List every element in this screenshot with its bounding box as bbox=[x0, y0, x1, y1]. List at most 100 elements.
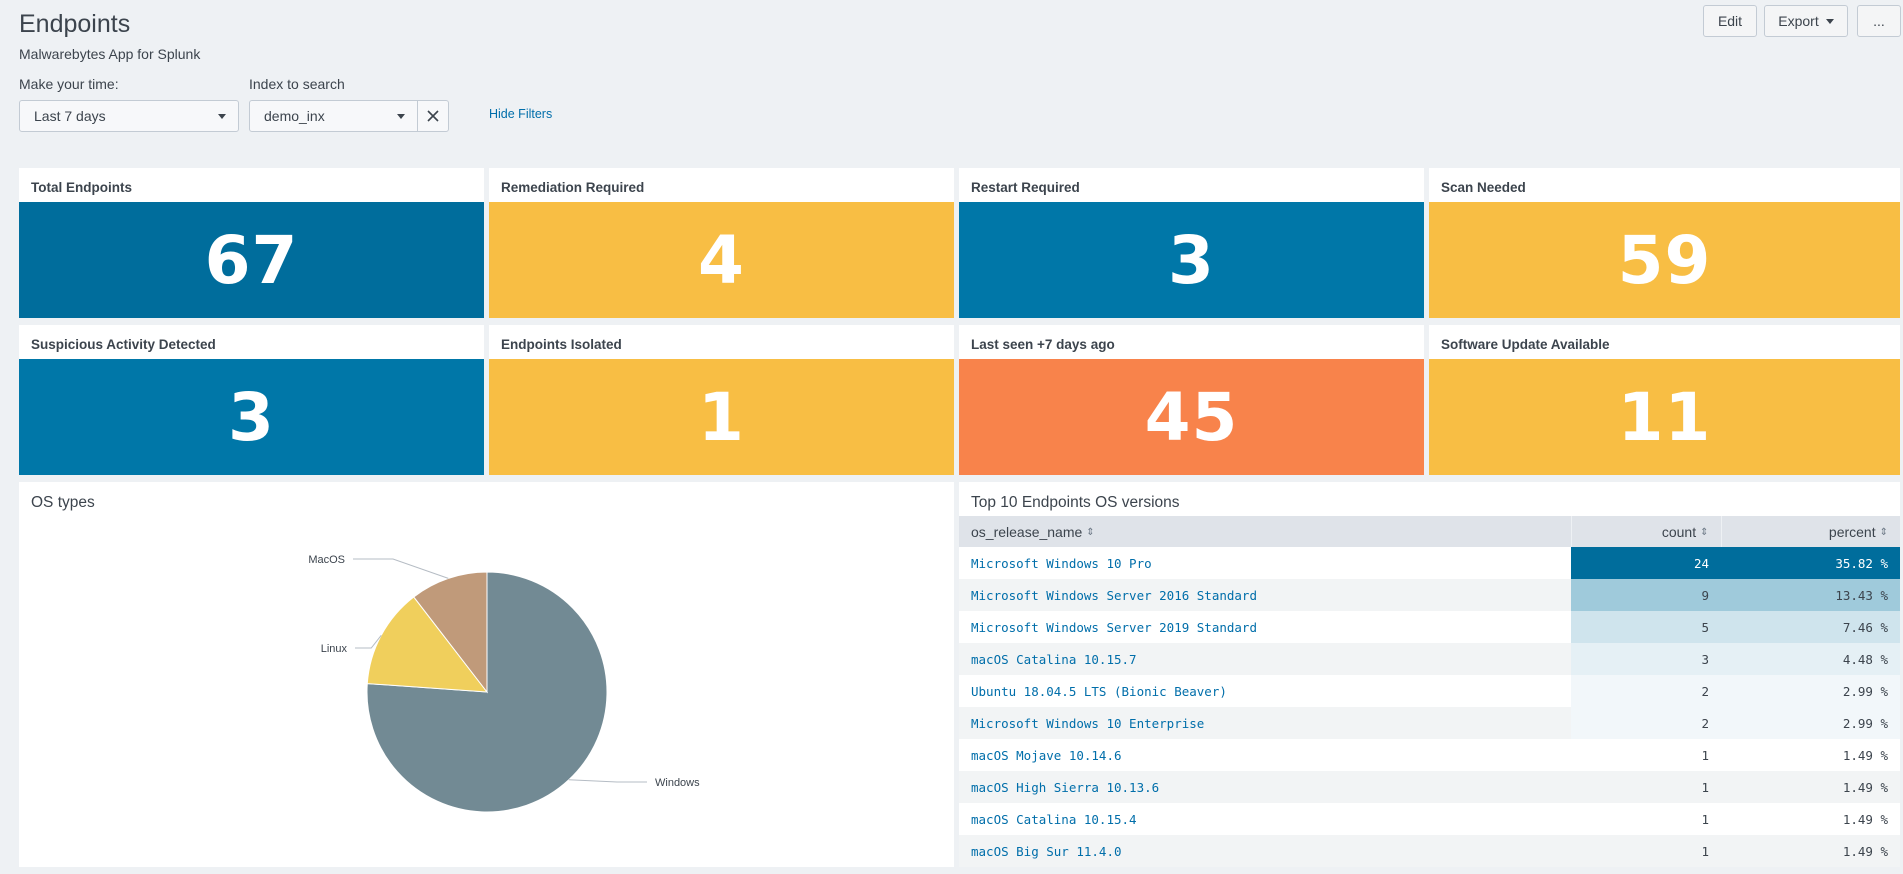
count-cell: 1 bbox=[1571, 835, 1721, 867]
os-types-pie-chart: Windows Linux MacOS bbox=[308, 554, 700, 813]
panel-remediation-required: Remediation Required 4 bbox=[489, 168, 954, 318]
single-value: 11 bbox=[1429, 359, 1900, 475]
table-row[interactable]: macOS Big Sur 11.4.0 1 1.49 % bbox=[959, 835, 1900, 867]
time-picker-label: Make your time: bbox=[19, 76, 119, 92]
index-label: Index to search bbox=[249, 76, 345, 92]
panel-total-endpoints: Total Endpoints 67 bbox=[19, 168, 484, 318]
os-release-name-cell[interactable]: macOS Catalina 10.15.4 bbox=[959, 803, 1571, 835]
count-cell: 3 bbox=[1571, 643, 1721, 675]
percent-cell: 2.99 % bbox=[1721, 675, 1900, 707]
pie-label-macos: MacOS bbox=[308, 554, 345, 566]
os-versions-table: os_release_name ⇕ count ⇕ percent ⇕ Microso… bbox=[959, 516, 1900, 867]
single-value: 4 bbox=[489, 202, 954, 318]
os-release-name-cell[interactable]: Microsoft Windows 10 Enterprise bbox=[959, 707, 1571, 739]
percent-cell: 4.48 % bbox=[1721, 643, 1900, 675]
index-value: demo_inx bbox=[264, 108, 325, 124]
percent-cell: 2.99 % bbox=[1721, 707, 1900, 739]
pie-leader-line bbox=[353, 558, 449, 579]
count-cell: 9 bbox=[1571, 579, 1721, 611]
table-row[interactable]: Microsoft Windows Server 2019 Standard 5 7… bbox=[959, 611, 1900, 643]
table-row[interactable]: macOS High Sierra 10.13.6 1 1.49 % bbox=[959, 771, 1900, 803]
count-cell: 1 bbox=[1571, 739, 1721, 771]
export-button-label: Export bbox=[1778, 13, 1819, 29]
table-row[interactable]: macOS Catalina 10.15.7 3 4.48 % bbox=[959, 643, 1900, 675]
panel-title: Software Update Available bbox=[1441, 337, 1610, 352]
percent-cell: 1.49 % bbox=[1721, 835, 1900, 867]
edit-button[interactable]: Edit bbox=[1703, 5, 1757, 37]
chevron-down-icon bbox=[397, 114, 405, 119]
panel-title: OS types bbox=[31, 494, 95, 511]
os-release-name-cell[interactable]: macOS Catalina 10.15.7 bbox=[959, 643, 1571, 675]
percent-cell: 1.49 % bbox=[1721, 803, 1900, 835]
count-cell: 5 bbox=[1571, 611, 1721, 643]
more-actions-button[interactable]: ... bbox=[1857, 5, 1901, 37]
clear-index-button[interactable] bbox=[417, 100, 449, 132]
time-picker-value: Last 7 days bbox=[34, 108, 106, 124]
sort-icon: ⇕ bbox=[1700, 527, 1709, 539]
panel-scan-needed: Scan Needed 59 bbox=[1429, 168, 1900, 318]
more-actions-label: ... bbox=[1873, 13, 1885, 29]
panel-last-seen: Last seen +7 days ago 45 bbox=[959, 325, 1424, 475]
table-row[interactable]: Microsoft Windows 10 Enterprise 2 2.99 % bbox=[959, 707, 1900, 739]
table-row[interactable]: Ubuntu 18.04.5 LTS (Bionic Beaver) 2 2.99 … bbox=[959, 675, 1900, 707]
panel-title: Top 10 Endpoints OS versions bbox=[971, 494, 1180, 511]
panel-title: Remediation Required bbox=[501, 180, 645, 195]
table-row[interactable]: macOS Catalina 10.15.4 1 1.49 % bbox=[959, 803, 1900, 835]
panel-software-update: Software Update Available 11 bbox=[1429, 325, 1900, 475]
os-release-name-cell[interactable]: Microsoft Windows Server 2019 Standard bbox=[959, 611, 1571, 643]
export-button[interactable]: Export bbox=[1764, 5, 1848, 37]
sort-icon: ⇕ bbox=[1879, 527, 1888, 539]
table-row[interactable]: Microsoft Windows Server 2016 Standard 9 1… bbox=[959, 579, 1900, 611]
count-cell: 1 bbox=[1571, 803, 1721, 835]
pie-label-linux: Linux bbox=[321, 643, 348, 655]
panel-title: Last seen +7 days ago bbox=[971, 337, 1115, 352]
column-header-os-release-name[interactable]: os_release_name ⇕ bbox=[959, 516, 1572, 547]
single-value: 3 bbox=[19, 359, 484, 475]
column-header-label: os_release_name bbox=[971, 523, 1083, 540]
count-cell: 2 bbox=[1571, 707, 1721, 739]
single-value: 67 bbox=[19, 202, 484, 318]
panel-os-versions: Top 10 Endpoints OS versions os_release_… bbox=[959, 482, 1900, 867]
os-release-name-cell[interactable]: Microsoft Windows Server 2016 Standard bbox=[959, 579, 1571, 611]
single-value: 59 bbox=[1429, 202, 1900, 318]
panel-suspicious-activity: Suspicious Activity Detected 3 bbox=[19, 325, 484, 475]
panel-title: Total Endpoints bbox=[31, 180, 132, 195]
table-row[interactable]: macOS Mojave 10.14.6 1 1.49 % bbox=[959, 739, 1900, 771]
os-release-name-cell[interactable]: macOS High Sierra 10.13.6 bbox=[959, 771, 1571, 803]
hide-filters-link[interactable]: Hide Filters bbox=[489, 107, 553, 121]
pie-leader-line bbox=[355, 634, 382, 649]
pie-leader-line bbox=[568, 779, 647, 783]
single-value: 45 bbox=[959, 359, 1424, 475]
pie-slice-macos[interactable] bbox=[413, 571, 488, 694]
column-header-percent[interactable]: percent ⇕ bbox=[1721, 516, 1900, 547]
panel-title: Scan Needed bbox=[1441, 180, 1526, 195]
panel-os-types: OS types Windows Linux MacOS bbox=[19, 482, 954, 867]
os-release-name-cell[interactable]: Microsoft Windows 10 Pro bbox=[959, 547, 1571, 579]
os-release-name-cell[interactable]: Ubuntu 18.04.5 LTS (Bionic Beaver) bbox=[959, 675, 1571, 707]
panel-title: Suspicious Activity Detected bbox=[31, 337, 216, 352]
count-cell: 2 bbox=[1571, 675, 1721, 707]
pie-slice-windows[interactable] bbox=[366, 571, 608, 813]
percent-cell: 7.46 % bbox=[1721, 611, 1900, 643]
sort-icon: ⇕ bbox=[1086, 527, 1095, 539]
count-cell: 24 bbox=[1571, 547, 1721, 579]
column-header-count[interactable]: count ⇕ bbox=[1571, 516, 1722, 547]
percent-cell: 35.82 % bbox=[1721, 547, 1900, 579]
single-value: 3 bbox=[959, 202, 1424, 318]
percent-cell: 13.43 % bbox=[1721, 579, 1900, 611]
os-release-name-cell[interactable]: macOS Mojave 10.14.6 bbox=[959, 739, 1571, 771]
chevron-down-icon bbox=[1825, 18, 1834, 24]
page-subtitle: Malwarebytes App for Splunk bbox=[19, 46, 201, 62]
close-icon bbox=[427, 110, 439, 122]
percent-cell: 1.49 % bbox=[1721, 771, 1900, 803]
time-picker-dropdown[interactable]: Last 7 days bbox=[19, 100, 239, 132]
column-header-label: count bbox=[1661, 523, 1697, 540]
pie-label-windows: Windows bbox=[655, 777, 700, 789]
panel-title: Restart Required bbox=[971, 180, 1080, 195]
index-dropdown[interactable]: demo_inx bbox=[249, 100, 418, 132]
column-header-label: percent bbox=[1828, 523, 1876, 540]
chevron-down-icon bbox=[218, 114, 226, 119]
table-row[interactable]: Microsoft Windows 10 Pro 24 35.82 % bbox=[959, 547, 1900, 579]
page-title: Endpoints bbox=[19, 10, 131, 38]
os-release-name-cell[interactable]: macOS Big Sur 11.4.0 bbox=[959, 835, 1571, 867]
